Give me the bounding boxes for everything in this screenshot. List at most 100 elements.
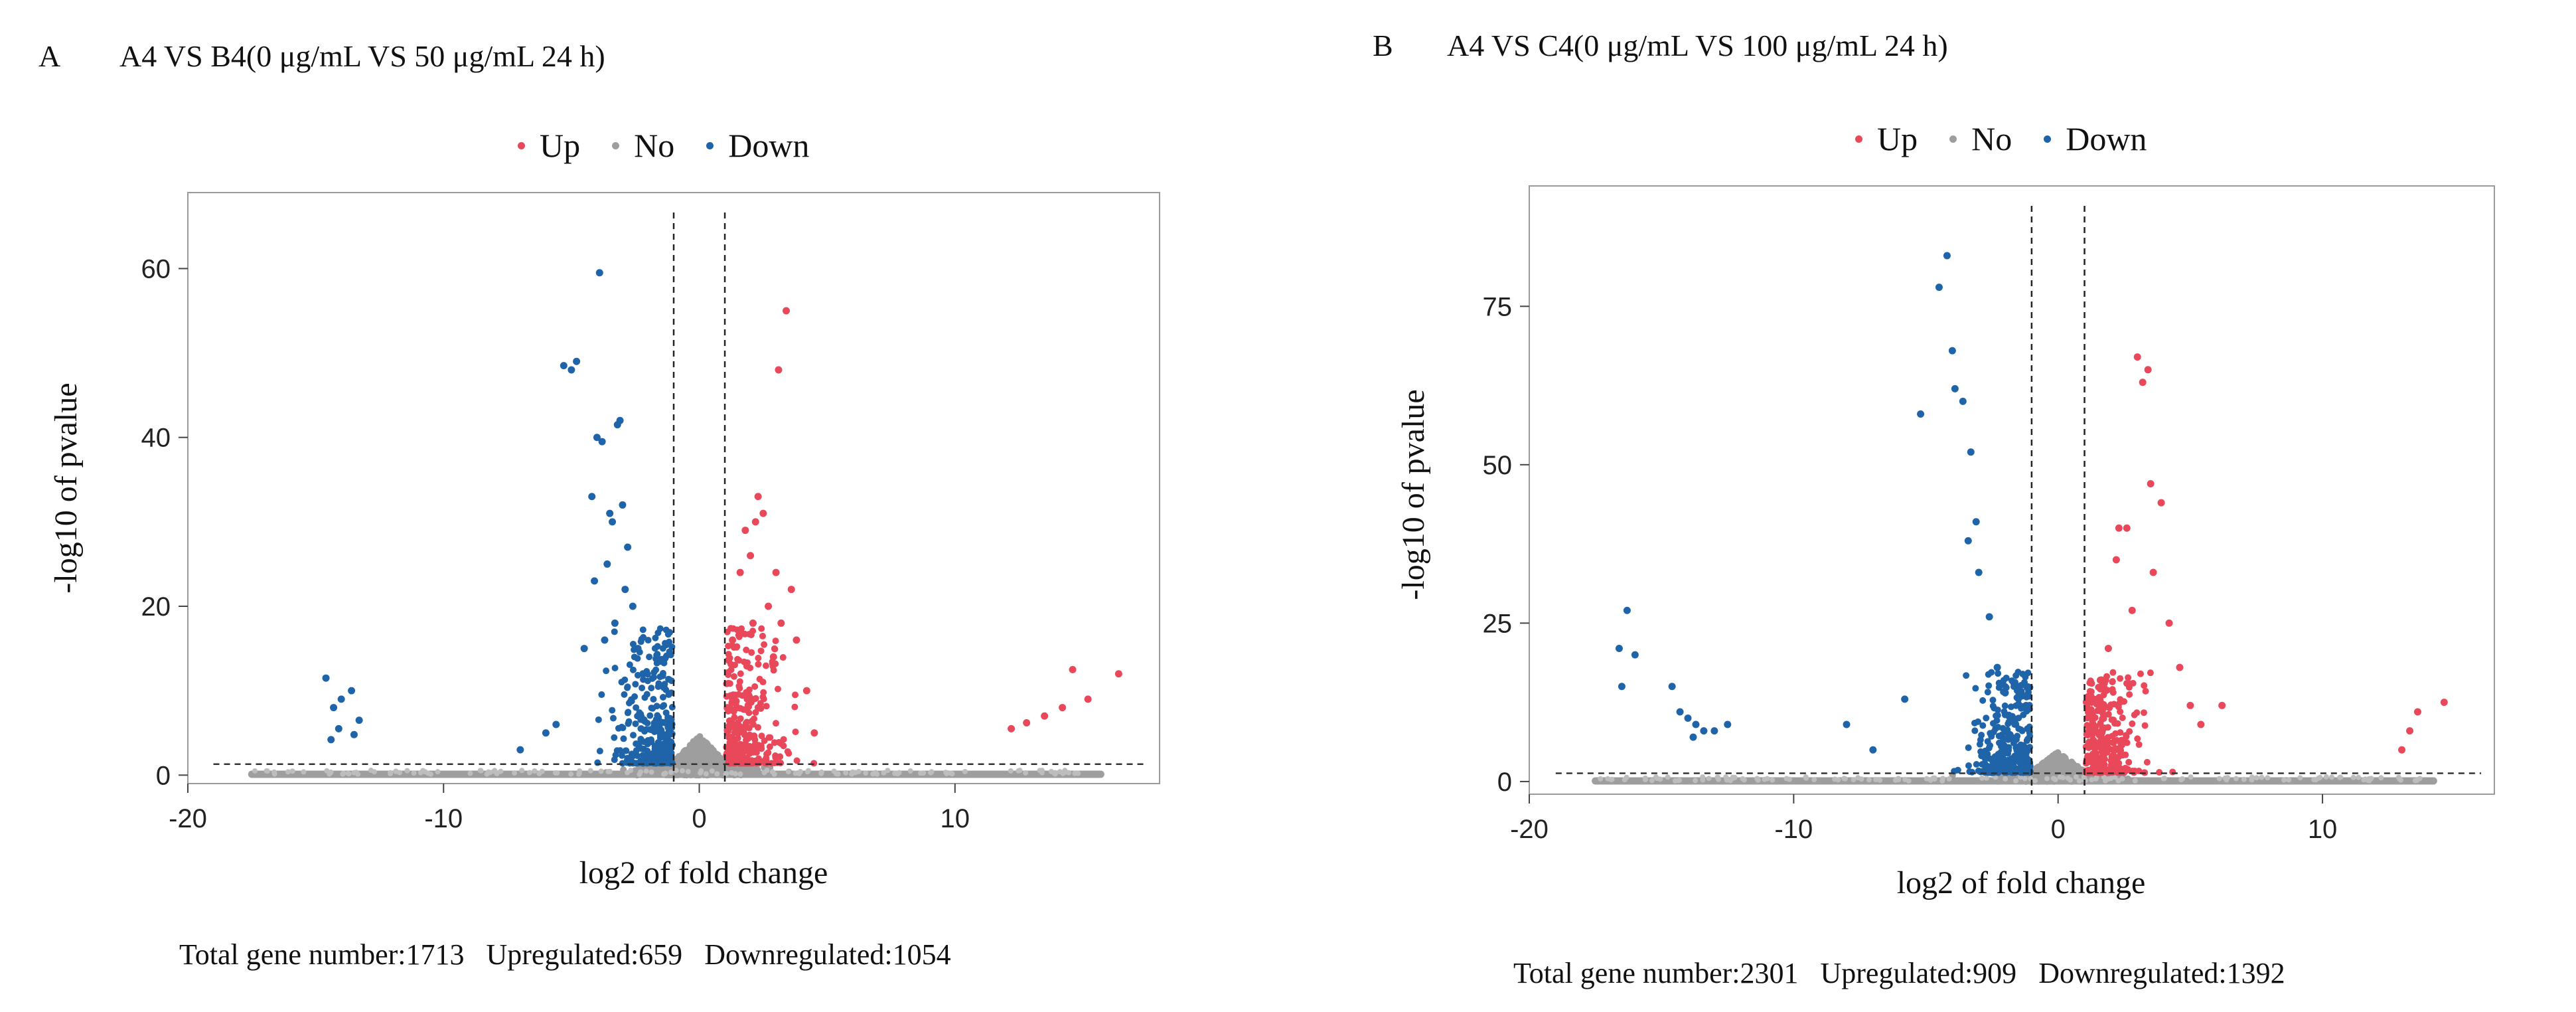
down-point — [2011, 721, 2018, 728]
no-point — [324, 768, 330, 774]
down-point — [619, 760, 626, 767]
up-point — [2128, 606, 2136, 614]
no-point — [685, 768, 691, 774]
down-point — [1973, 761, 1980, 768]
up-point — [743, 718, 751, 726]
up-point — [733, 626, 741, 633]
no-point — [2119, 776, 2125, 782]
down-point — [665, 691, 672, 699]
no-point — [843, 770, 849, 776]
up-point — [771, 739, 778, 746]
down-point — [2023, 708, 2030, 715]
no-point — [729, 770, 735, 776]
no-point — [648, 769, 654, 775]
up-point — [2398, 746, 2406, 754]
no-point — [2089, 777, 2095, 783]
down-point — [641, 728, 648, 735]
downregulated-count: Downregulated:1054 — [704, 938, 951, 971]
no-point — [1842, 776, 1848, 782]
up-point — [736, 568, 744, 576]
no-point — [2188, 774, 2194, 780]
down-point — [2024, 685, 2031, 692]
no-point — [2216, 776, 2222, 782]
down-point — [2014, 732, 2021, 740]
down-point — [662, 686, 670, 693]
no-point — [743, 770, 750, 778]
up-point — [751, 732, 758, 740]
no-point — [2281, 777, 2287, 783]
up-point — [749, 619, 757, 627]
down-point — [609, 518, 617, 526]
down-point — [603, 560, 611, 568]
up-point — [751, 740, 759, 748]
down-point — [611, 619, 619, 627]
no-point — [2124, 775, 2131, 782]
no-point — [2075, 767, 2082, 774]
no-point — [761, 770, 767, 776]
no-point — [1622, 777, 1628, 783]
no-point — [2224, 777, 2230, 783]
up-point — [731, 691, 739, 699]
no-point — [1783, 776, 1789, 782]
down-point — [663, 641, 670, 648]
no-point — [673, 768, 679, 774]
up-point — [2096, 676, 2104, 684]
no-point — [532, 768, 538, 774]
down-point — [660, 702, 668, 709]
down-point — [654, 749, 661, 756]
up-point — [2123, 680, 2130, 687]
down-point — [596, 748, 603, 755]
no-point — [264, 768, 269, 774]
total-gene-number: Total gene number:2301 — [1513, 957, 1799, 989]
up-point — [2121, 698, 2128, 705]
down-point — [2026, 764, 2033, 771]
no-point — [785, 769, 791, 775]
down-point — [327, 736, 335, 744]
no-point — [252, 768, 258, 774]
down-point — [667, 720, 674, 727]
down-point — [659, 751, 666, 758]
up-point — [2099, 740, 2106, 747]
up-point — [2112, 730, 2119, 737]
down-point — [355, 717, 363, 724]
no-point — [1973, 778, 1981, 785]
down-point — [612, 751, 619, 758]
no-point — [2108, 776, 2114, 782]
down-point — [630, 732, 637, 739]
up-point — [810, 729, 818, 737]
no-point — [805, 768, 811, 774]
down-point — [595, 269, 603, 277]
up-point — [737, 715, 744, 722]
up-point — [741, 706, 749, 713]
down-point — [2012, 715, 2020, 722]
down-point — [623, 747, 630, 754]
down-point — [1967, 448, 1975, 456]
up-point — [2140, 709, 2147, 717]
down-point — [662, 718, 670, 726]
down-point — [1965, 744, 1972, 751]
up-point — [2109, 689, 2117, 696]
up-point — [774, 685, 781, 693]
no-point — [2054, 749, 2062, 756]
down-point — [624, 543, 632, 551]
down-point — [656, 732, 664, 739]
x-axis-label: log2 of fold change — [579, 855, 828, 890]
down-point — [665, 675, 672, 683]
legend-label-up: Up — [1877, 120, 1918, 157]
up-point — [2176, 663, 2184, 671]
up-point — [2123, 524, 2131, 532]
no-point — [1039, 768, 1045, 774]
y-axis-label: -log10 of pvalue — [48, 382, 84, 593]
down-point — [1676, 708, 1684, 716]
no-point — [2073, 774, 2079, 780]
down-point — [1954, 766, 1961, 774]
up-point — [751, 683, 759, 690]
up-point — [792, 728, 799, 736]
up-point — [2440, 699, 2448, 707]
up-point — [2169, 768, 2176, 776]
down-point — [1948, 347, 1956, 355]
no-point — [1724, 777, 1730, 783]
up-point — [2100, 715, 2107, 722]
chart-legend: Up No Down — [1855, 120, 2178, 158]
no-point — [2093, 775, 2099, 781]
